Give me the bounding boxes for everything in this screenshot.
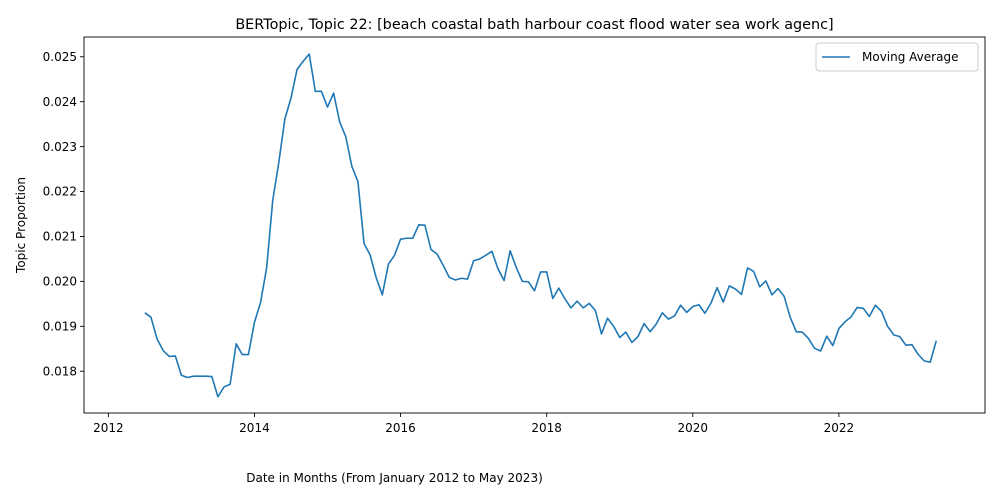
x-axis-label: Date in Months (From January 2012 to May… — [246, 471, 543, 485]
x-axis: 2012 2014 2016 2018 2020 2022 — [93, 413, 854, 435]
chart-title: BERTopic, Topic 22: [beach coastal bath … — [235, 17, 833, 33]
legend-label: Moving Average — [862, 50, 958, 64]
y-axis-label: Topic Proportion — [14, 177, 28, 274]
plot-frame — [83, 36, 986, 414]
y-tick-label: 0.018 — [43, 364, 77, 378]
legend-box — [815, 42, 979, 72]
plot-area — [84, 37, 985, 413]
y-axis: 0.018 0.019 0.020 0.021 0.022 0.023 0.024 0.025 — [43, 50, 84, 378]
series-line-moving-average — [144, 53, 938, 398]
x-tick-label: 2014 — [239, 421, 270, 435]
y-tick-label: 0.021 — [43, 230, 77, 244]
y-tick-label: 0.024 — [43, 95, 77, 109]
y-tick-label: 0.019 — [43, 319, 77, 333]
legend: Moving Average — [815, 42, 979, 72]
y-tick-label: 0.025 — [43, 50, 77, 64]
x-tick-label: 2020 — [678, 421, 709, 435]
y-tick-label: 0.020 — [43, 275, 77, 289]
x-tick-label: 2022 — [824, 421, 855, 435]
y-tick-label: 0.022 — [43, 185, 77, 199]
x-tick-label: 2018 — [531, 421, 562, 435]
x-tick-label: 2012 — [93, 421, 124, 435]
x-tick-label: 2016 — [385, 421, 416, 435]
y-tick-label: 0.023 — [43, 140, 77, 154]
